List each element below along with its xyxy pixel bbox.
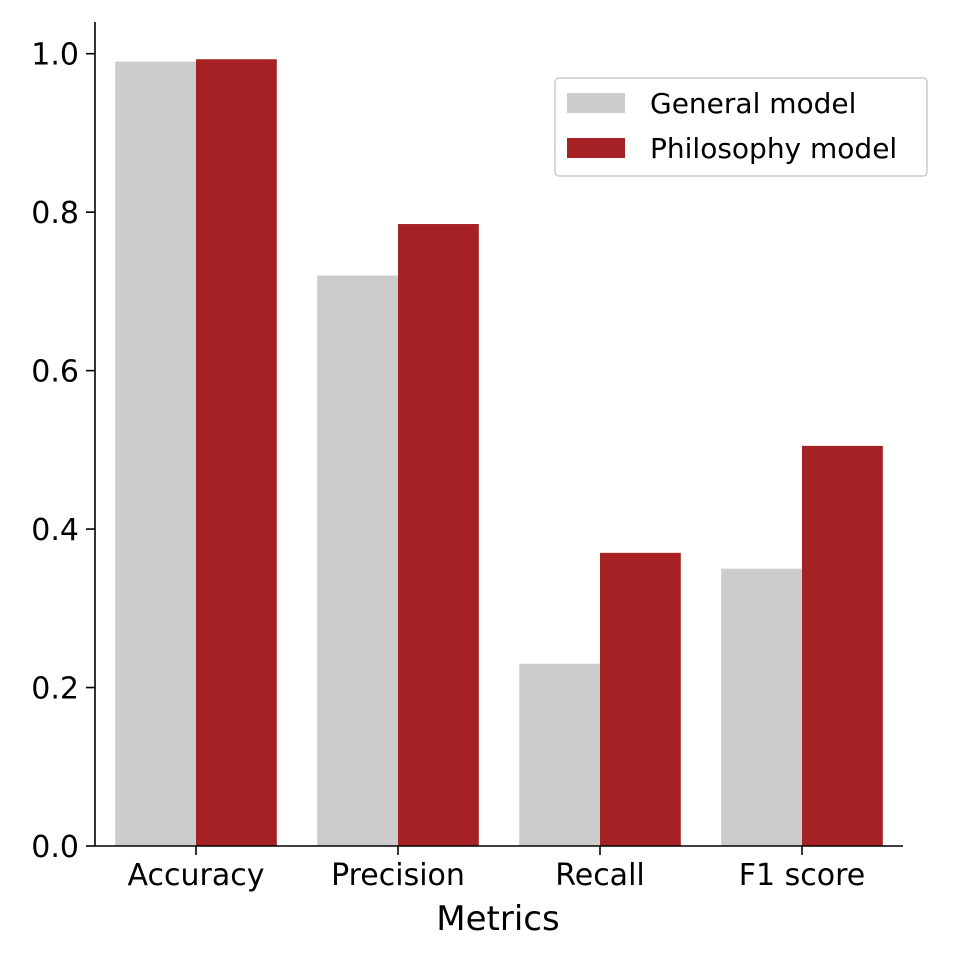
- legend-swatch-general-model: [567, 93, 625, 113]
- bar-general-model-accuracy: [115, 61, 196, 847]
- y-tick-label: 0.6: [31, 355, 79, 390]
- x-tick-label-accuracy: Accuracy: [128, 858, 265, 893]
- y-tick-label: 0.8: [31, 196, 79, 231]
- bar-general-model-precision: [317, 275, 398, 846]
- x-tick-label-recall: Recall: [555, 858, 645, 893]
- y-tick-label: 0.2: [31, 672, 79, 707]
- x-ticks: Accuracy Precision Recall F1 score: [128, 846, 866, 893]
- bar-philosophy-model-f1-score: [802, 445, 883, 846]
- legend-label-general-model: General model: [650, 87, 856, 120]
- bars-layer: [115, 59, 883, 847]
- axes-layer: [94, 22, 903, 847]
- x-axis-title: Metrics: [436, 899, 559, 939]
- y-tick-label: 1.0: [31, 38, 79, 73]
- bar-general-model-f1-score: [721, 568, 802, 846]
- x-tick-label-precision: Precision: [331, 858, 465, 893]
- y-tick-label: 0.4: [31, 513, 79, 548]
- legend-swatch-philosophy-model: [567, 138, 625, 158]
- y-ticks: 0.0 0.2 0.4 0.6 0.8 1.0: [31, 38, 95, 865]
- legend-label-philosophy-model: Philosophy model: [650, 132, 897, 165]
- legend: General model Philosophy model: [554, 77, 928, 177]
- y-tick-label: 0.0: [31, 830, 79, 865]
- x-tick-label-f1-score: F1 score: [739, 858, 866, 893]
- bar-philosophy-model-precision: [398, 224, 479, 847]
- bar-general-model-recall: [519, 663, 600, 846]
- bar-philosophy-model-recall: [600, 552, 681, 846]
- legend-frame: [554, 77, 928, 177]
- bar-philosophy-model-accuracy: [196, 59, 277, 846]
